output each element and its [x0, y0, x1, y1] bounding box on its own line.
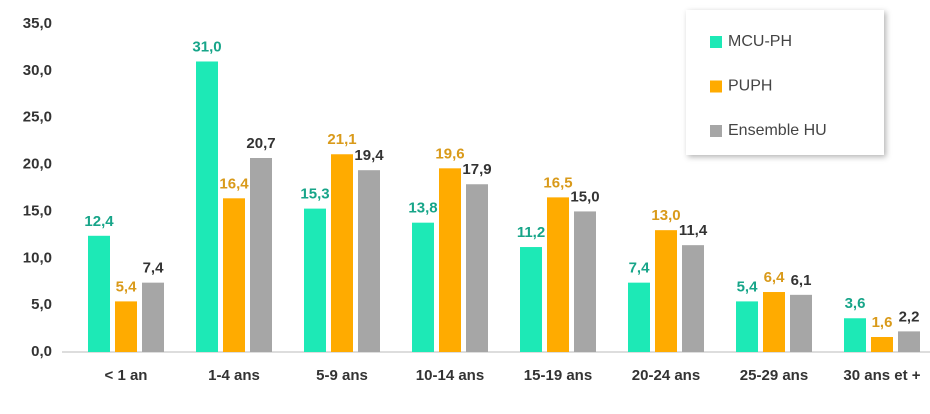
value-label: 21,1	[327, 131, 356, 148]
bar	[88, 235, 110, 352]
bar	[790, 294, 812, 352]
x-tick-label: 30 ans et +	[843, 367, 920, 384]
bar	[142, 282, 164, 352]
value-label: 1,6	[872, 314, 893, 331]
legend-swatch	[710, 125, 722, 137]
value-label: 16,4	[219, 175, 249, 192]
x-tick-label: 1-4 ans	[208, 367, 260, 384]
legend-swatch	[710, 36, 722, 48]
value-label: 6,1	[791, 272, 812, 289]
bar	[304, 208, 326, 352]
value-label: 15,3	[300, 186, 329, 203]
bar	[115, 301, 137, 352]
y-tick-label: 35,0	[23, 15, 52, 32]
y-tick-label: 15,0	[23, 202, 52, 219]
bar	[763, 292, 785, 352]
x-tick-label: < 1 an	[105, 367, 148, 384]
value-label: 11,2	[517, 224, 545, 241]
bar	[574, 211, 596, 352]
value-label: 13,8	[408, 200, 437, 217]
value-label: 15,0	[570, 188, 599, 205]
value-label: 11,4	[679, 222, 708, 239]
x-tick-label: 20-24 ans	[632, 367, 700, 384]
value-label: 6,4	[764, 269, 786, 286]
value-label: 2,2	[899, 308, 920, 325]
value-label: 31,0	[192, 38, 221, 55]
value-label: 5,4	[116, 278, 138, 295]
value-label: 7,4	[629, 260, 651, 277]
value-label: 20,7	[246, 135, 275, 152]
value-label: 13,0	[651, 207, 680, 224]
bar	[844, 318, 866, 352]
x-tick-label: 10-14 ans	[416, 367, 484, 384]
bar	[196, 61, 218, 352]
bar	[547, 197, 569, 352]
bar	[439, 168, 461, 352]
bar	[682, 245, 704, 352]
bar	[412, 222, 434, 352]
value-label: 16,5	[543, 174, 572, 191]
legend-swatch	[710, 80, 722, 93]
bar	[520, 247, 542, 352]
value-label: 3,6	[845, 295, 866, 312]
value-label: 17,9	[462, 161, 491, 178]
value-label: 7,4	[143, 260, 165, 277]
x-tick-label: 5-9 ans	[316, 367, 368, 384]
bar	[250, 158, 272, 352]
value-label: 19,6	[435, 145, 464, 162]
x-tick-label: 15-19 ans	[524, 367, 592, 384]
value-label: 5,4	[737, 278, 759, 295]
y-tick-label: 0,0	[31, 343, 52, 360]
y-tick-label: 10,0	[23, 249, 52, 266]
legend-label: Ensemble HU	[728, 122, 827, 139]
bar	[331, 154, 353, 352]
legend-label: MCU-PH	[728, 33, 792, 50]
value-label: 12,4	[84, 213, 114, 230]
bar	[736, 301, 758, 352]
y-tick-label: 25,0	[23, 109, 52, 126]
bar	[466, 184, 488, 352]
bar	[358, 170, 380, 352]
bar	[655, 230, 677, 352]
x-tick-label: 25-29 ans	[740, 367, 808, 384]
legend-label: PUPH	[728, 78, 772, 95]
bar	[871, 337, 893, 352]
y-tick-label: 20,0	[23, 156, 52, 173]
bar	[628, 282, 650, 352]
bar	[898, 331, 920, 352]
value-label: 19,4	[354, 147, 384, 164]
bar	[223, 198, 245, 352]
y-tick-label: 5,0	[31, 296, 52, 313]
y-tick-label: 30,0	[23, 62, 52, 79]
